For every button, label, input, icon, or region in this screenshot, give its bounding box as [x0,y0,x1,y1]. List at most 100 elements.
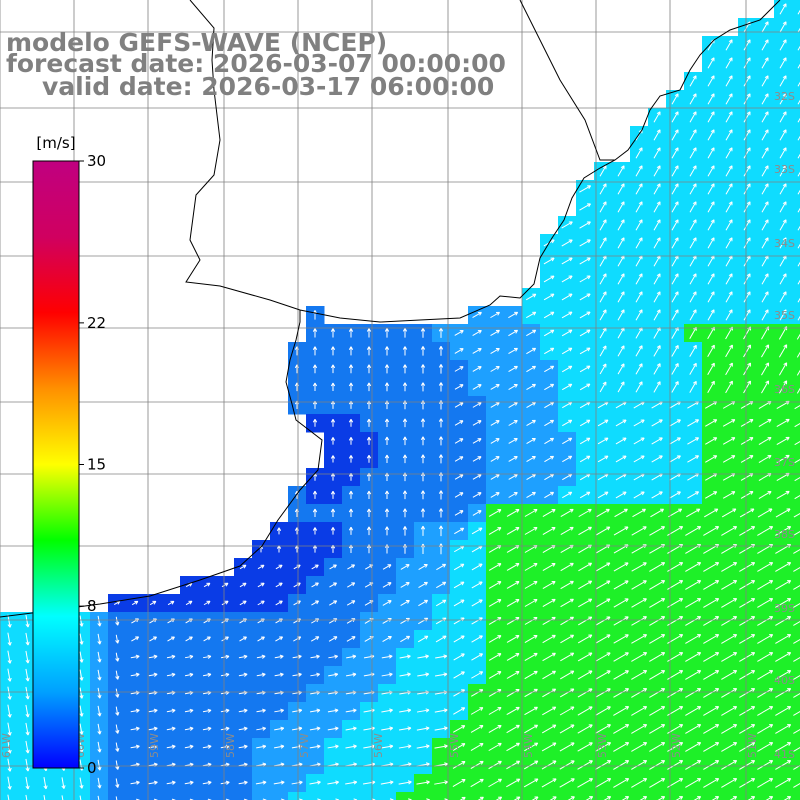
wind-arrow [687,455,699,463]
wind-arrow [779,3,787,15]
wind-arrow [506,653,520,661]
wind-arrow [471,581,483,589]
wind-arrow [384,364,390,374]
wind-arrow [203,600,211,606]
wind-arrow [707,165,715,177]
field-cell [792,576,800,595]
wind-arrow [689,344,697,357]
wind-arrow [257,582,265,588]
wind-arrow [398,744,412,749]
wind-arrow [79,777,84,789]
wind-arrow [25,668,30,682]
wind-arrow [757,526,774,536]
lat-label: 36S [774,383,795,396]
wind-arrow [671,273,679,285]
wind-arrow [220,708,230,713]
colorbar-unit: [m/s] [36,134,75,152]
field-cell [396,792,415,800]
field-cell [792,738,800,757]
wind-arrow [488,563,502,571]
wind-arrow [115,742,120,752]
wind-arrow [797,81,800,87]
wind-arrow [599,381,607,393]
wind-arrow [797,9,800,15]
field-cell [792,0,800,19]
field-cell [792,234,800,253]
wind-arrow [524,562,538,571]
wind-arrow [757,742,774,752]
lon-label: 56W [372,733,385,758]
wind-arrow [345,780,358,785]
wind-arrow [472,456,482,462]
wind-arrow [329,600,338,606]
wind-arrow [166,654,176,659]
wind-arrow [562,437,573,445]
field-cell [792,144,800,163]
wind-arrow [707,93,715,105]
wind-arrow [739,580,756,590]
wind-arrow [330,346,336,356]
wind-arrow [739,616,756,626]
wind-arrow [25,722,30,736]
wind-arrow [166,672,176,677]
wind-arrow [671,147,679,159]
wind-arrow [761,201,769,213]
wind-arrow [635,309,643,321]
wind-arrow [327,780,339,785]
wind-arrow [703,652,720,662]
wind-arrow [689,237,697,249]
wind-arrow [490,366,500,372]
wind-arrow [435,654,448,659]
wind-arrow [400,582,410,588]
wind-arrow [633,419,645,427]
wind-arrow [472,348,482,354]
wind-arrow [725,362,733,376]
wind-arrow [597,491,609,499]
wind-arrow [79,741,84,753]
wind-arrow [579,365,591,373]
wind-arrow [275,564,283,570]
wind-arrow [685,688,702,698]
field-cell [792,756,800,775]
wind-arrow [130,744,140,749]
lat-label: 32S [774,90,795,103]
wind-arrow [312,527,318,535]
wind-arrow [256,654,266,659]
wind-arrow [221,600,229,606]
wind-arrow [703,706,720,716]
field-cell [792,180,800,199]
wind-arrow [472,384,482,390]
wind-arrow [438,382,444,392]
wind-arrow [721,652,738,662]
wind-arrow [97,615,102,627]
wind-arrow [761,39,769,51]
wind-arrow [796,369,800,376]
wind-arrow [797,207,800,213]
colorbar-tick-label: 15 [87,456,106,474]
lon-label: 61W [0,733,13,758]
field-cell [684,792,703,800]
wind-arrow [633,491,645,499]
wind-arrow [775,598,792,608]
wind-arrow [635,237,643,249]
wind-arrow [453,563,465,571]
wind-arrow [793,549,800,554]
wind-arrow [671,165,679,177]
wind-arrow [115,796,118,800]
wind-arrow [743,183,751,195]
wind-arrow [561,293,573,301]
field-cell [234,792,253,800]
wind-arrow [687,419,700,427]
field-cell [522,792,541,800]
wind-arrow [292,708,303,713]
wind-arrow [613,526,629,536]
wind-arrow [671,291,679,303]
wind-arrow [402,454,408,464]
wind-arrow [743,57,751,69]
wind-arrow [420,346,426,356]
wind-arrow [761,57,769,69]
wind-arrow [721,526,738,536]
field-cell [324,792,343,800]
wind-arrow [613,634,629,644]
